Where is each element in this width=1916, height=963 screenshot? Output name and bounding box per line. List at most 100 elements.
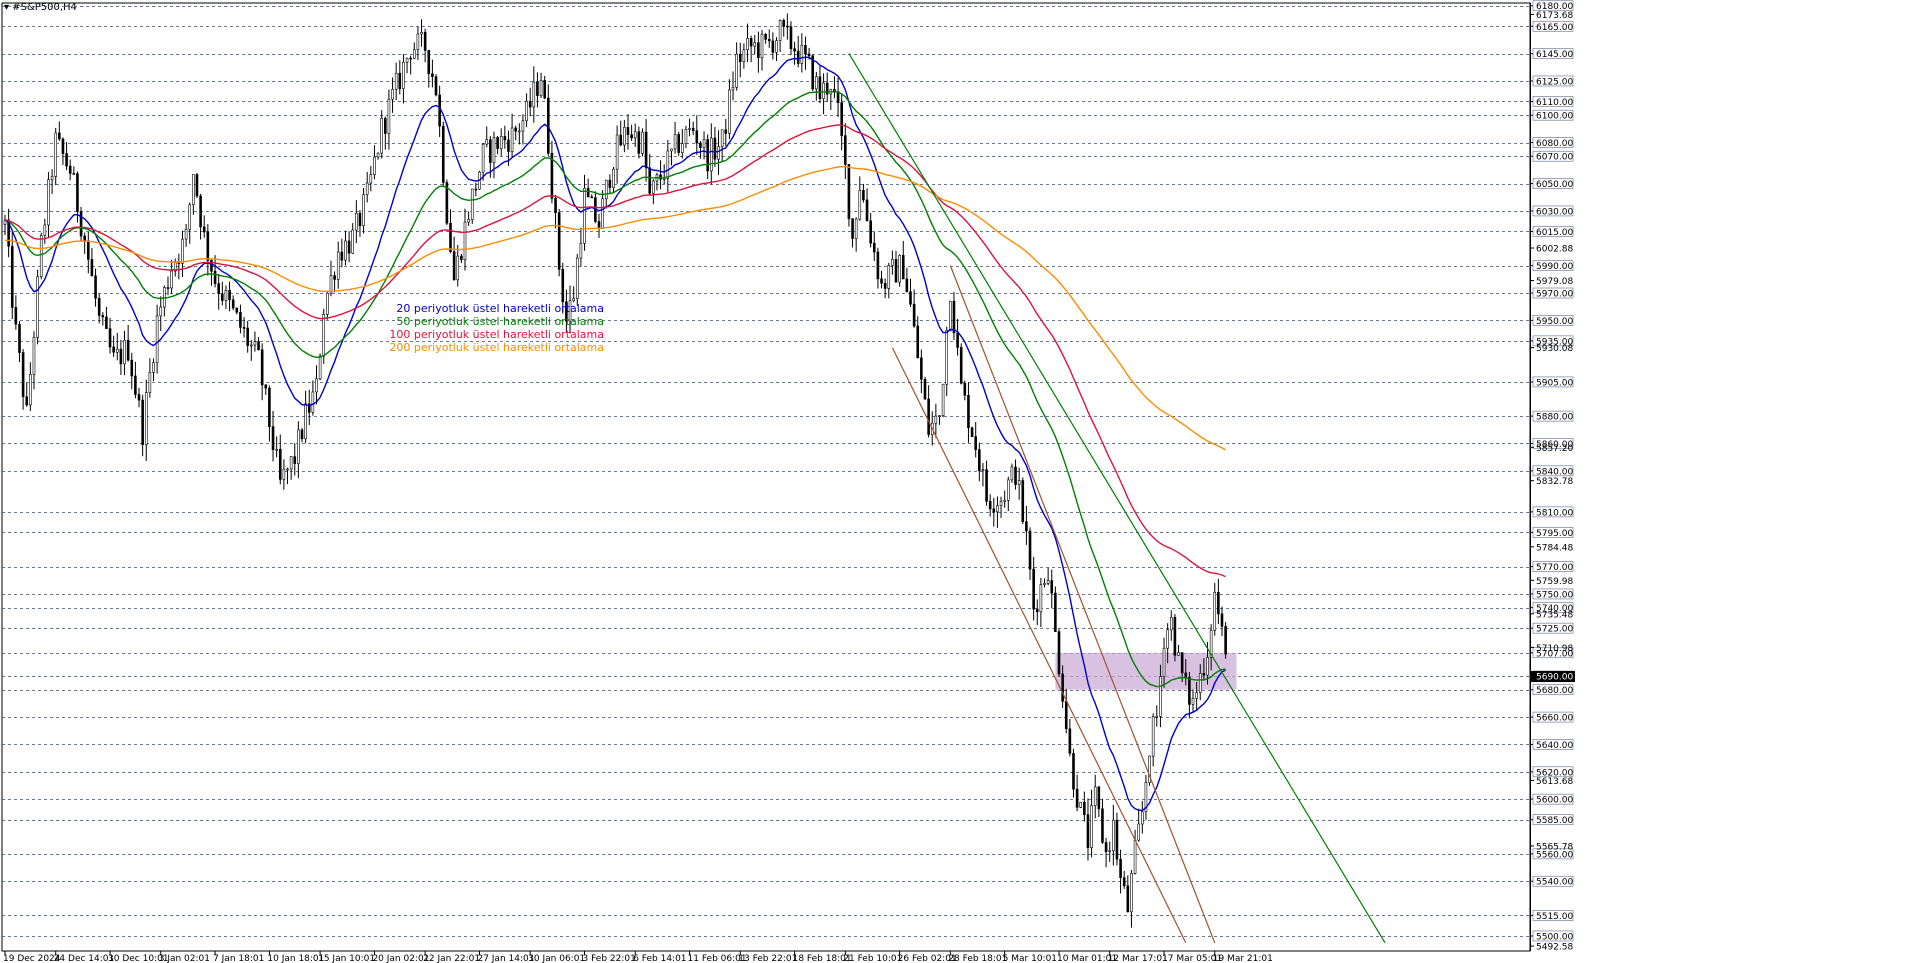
candle-body — [1083, 801, 1086, 815]
candle-body — [492, 137, 496, 163]
price-label-box — [1532, 711, 1574, 723]
candle-body — [253, 341, 257, 346]
candle-body — [137, 394, 141, 401]
candle-body — [699, 142, 702, 148]
candle-body — [601, 198, 604, 229]
price-label: 5740.00 — [1536, 604, 1573, 614]
candle-body — [818, 76, 822, 99]
candle-body — [394, 72, 398, 90]
candle-body — [286, 468, 289, 471]
candle-body — [775, 40, 778, 53]
price-label: 5660.00 — [1536, 714, 1573, 724]
candle-body — [76, 173, 79, 212]
candle-body — [470, 188, 474, 220]
trendline-channel-brown-upper[interactable] — [949, 265, 1216, 944]
candle-body — [460, 255, 463, 261]
candle-body — [550, 152, 554, 199]
candle-body — [456, 255, 460, 281]
candle-body — [862, 190, 865, 201]
price-label: 5515.00 — [1536, 912, 1573, 922]
candle-body — [579, 242, 583, 259]
chart-menu-icon[interactable]: ▾ — [4, 2, 10, 13]
trendline-downtrend-green[interactable] — [848, 53, 1386, 944]
candle-body — [39, 235, 43, 278]
candle-body — [615, 134, 619, 170]
chart-title: ▾ #S&P500,H4 — [4, 2, 77, 13]
candle-body — [978, 449, 981, 472]
candle-body — [858, 190, 862, 220]
price-label-box — [1532, 588, 1574, 600]
candle-body — [626, 126, 630, 135]
candle-body — [815, 76, 818, 90]
candle-body — [916, 325, 920, 359]
candle-body — [126, 339, 130, 361]
candle-body — [706, 139, 709, 172]
candle-body — [217, 283, 220, 295]
candle-body — [735, 53, 738, 88]
price-label: 6145.00 — [1536, 50, 1573, 60]
candle-body — [1028, 530, 1032, 570]
ema-50-line — [4, 91, 1226, 688]
candle-body — [148, 372, 152, 393]
candle-body — [684, 129, 688, 144]
candle-body — [159, 306, 163, 317]
candle-body — [485, 139, 489, 145]
candle-body — [764, 33, 767, 40]
candle-body — [525, 100, 528, 122]
price-label: 6173.68 — [1536, 11, 1573, 21]
price-label: 5707.00 — [1536, 649, 1573, 659]
candle-body — [753, 42, 757, 47]
candle-body — [514, 127, 518, 132]
candle-body — [362, 194, 365, 227]
candle-body — [724, 129, 728, 134]
candle-body — [572, 298, 575, 302]
time-label: 7 Jan 18:01 — [213, 954, 264, 963]
candle-body — [637, 131, 641, 154]
candle-body — [1006, 479, 1010, 501]
ema-200-line — [5, 165, 1226, 451]
price-label-box — [1532, 814, 1574, 825]
time-label: 26 Feb 02:01 — [898, 954, 957, 963]
candle-body — [1108, 850, 1112, 853]
candle-body — [184, 228, 188, 240]
candle-body — [18, 323, 21, 353]
candle-body — [807, 53, 811, 57]
time-label: 28 Feb 18:01 — [948, 954, 1007, 963]
candle-body — [956, 332, 959, 348]
price-label: 5935.00 — [1536, 337, 1573, 347]
candle-body — [344, 240, 347, 261]
price-label: 5735.48 — [1536, 610, 1573, 620]
time-label: 18 Feb 18:01 — [793, 954, 852, 963]
price-label: 6030.00 — [1536, 207, 1573, 217]
time-label: 6 Feb 14:01 — [633, 954, 686, 963]
candle-body — [945, 330, 949, 385]
candle-body — [199, 195, 202, 228]
candle-body — [402, 61, 405, 89]
time-label: 22 Jan 22:01 — [423, 954, 480, 963]
candle-body — [322, 314, 326, 357]
candle-body — [691, 128, 695, 131]
candle-body — [315, 378, 318, 393]
candle-body — [1101, 808, 1104, 843]
candle-body — [840, 102, 843, 136]
price-label-box — [1532, 75, 1574, 87]
price-label: 5680.00 — [1536, 686, 1573, 696]
candle-body — [778, 20, 782, 41]
candle-body — [420, 31, 423, 35]
candle-body — [289, 456, 293, 470]
candle-body — [434, 76, 438, 96]
candle-body — [134, 375, 137, 395]
candle-body — [1119, 858, 1122, 878]
price-label: 5979.08 — [1536, 277, 1573, 287]
candle-body — [97, 297, 101, 316]
price-label: 5930.08 — [1536, 344, 1573, 354]
price-label-box — [1532, 793, 1574, 805]
trendline-channel-brown-lower[interactable] — [891, 347, 1187, 944]
candle-body — [1057, 631, 1061, 675]
candle-body — [844, 135, 847, 165]
price-label: 5795.00 — [1536, 529, 1573, 539]
candle-body — [412, 49, 416, 59]
candle-body — [496, 137, 499, 149]
time-label: 3 Jan 02:01 — [159, 954, 210, 963]
